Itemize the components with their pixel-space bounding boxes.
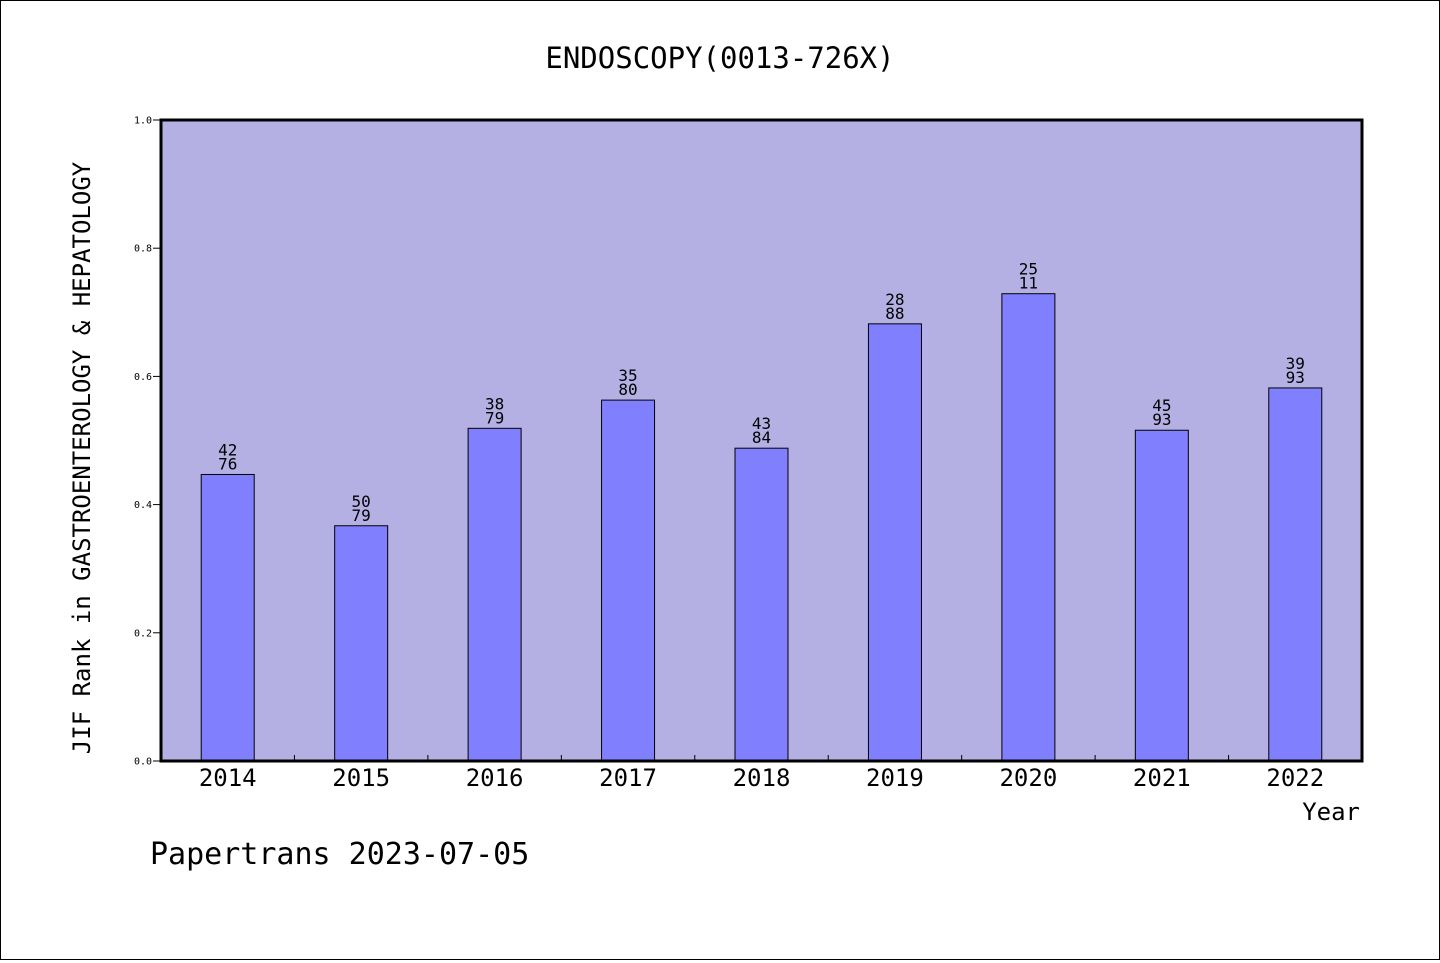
y-axis-ticks: 0.0 0.2 0.4 0.6 0.8 1.0 — [134, 116, 161, 768]
bar-label-bottom: 76 — [218, 454, 237, 473]
footer-credit: Papertrans 2023-07-05 — [150, 837, 529, 872]
bar-label-bottom: 84 — [752, 428, 771, 447]
bar-2020 — [1001, 293, 1056, 762]
bar-label-top: 50 — [352, 492, 371, 511]
bar-label-bottom: 79 — [352, 506, 371, 525]
y-tick-label: 0.6 — [134, 372, 152, 383]
bar-2018 — [734, 447, 789, 762]
y-tick-label: 0.8 — [134, 244, 152, 255]
x-tick-label: 2015 — [332, 764, 390, 792]
chart-title: ENDOSCOPY(0013-726X) — [545, 41, 894, 75]
y-axis-label: JIF Rank in GASTROENTEROLOGY & HEPATOLOG… — [68, 161, 96, 754]
x-tick-label: 2018 — [733, 764, 791, 792]
bar-label-top: 35 — [618, 366, 637, 385]
bar-label-top: 42 — [218, 440, 237, 459]
bar-2022 — [1268, 387, 1323, 762]
x-axis-label: Year — [1302, 798, 1360, 826]
bar-2014 — [200, 473, 255, 762]
bar-label-bottom: 88 — [885, 304, 904, 323]
y-tick-label: 0.0 — [134, 757, 152, 768]
bar-label-bottom: 93 — [1286, 368, 1305, 387]
plot-border — [159, 118, 1364, 763]
x-tick-label: 2019 — [866, 764, 924, 792]
x-tick-label: 2022 — [1266, 764, 1324, 792]
bar-label-bottom: 11 — [1019, 274, 1038, 293]
bar-label-top: 39 — [1286, 354, 1305, 373]
bar-2019 — [867, 323, 922, 762]
bar-2017 — [601, 399, 656, 762]
bar-label-top: 38 — [485, 394, 504, 413]
bar-label-top: 28 — [885, 290, 904, 309]
bar-label-top: 43 — [752, 414, 771, 433]
bar-label-top: 45 — [1152, 396, 1171, 415]
bar-2015 — [334, 525, 389, 762]
x-tick-label: 2017 — [599, 764, 657, 792]
bar-label-bottom: 79 — [485, 408, 504, 427]
y-tick-label: 0.2 — [134, 628, 152, 639]
x-axis-ticks: 2014 2015 2016 2017 2018 2019 2020 2021 2022 — [199, 755, 1324, 792]
x-tick-label: 2021 — [1133, 764, 1191, 792]
bar-2021 — [1134, 429, 1189, 762]
y-tick-label: 1.0 — [134, 116, 152, 127]
bar-label-bottom: 93 — [1152, 410, 1171, 429]
bar-label-bottom: 80 — [618, 380, 637, 399]
bar-label-top: 25 — [1019, 260, 1038, 279]
x-tick-label: 2016 — [466, 764, 524, 792]
bar-2016 — [467, 427, 522, 762]
x-tick-label: 2020 — [999, 764, 1057, 792]
x-tick-label: 2014 — [199, 764, 257, 792]
y-tick-label: 0.4 — [134, 500, 152, 511]
